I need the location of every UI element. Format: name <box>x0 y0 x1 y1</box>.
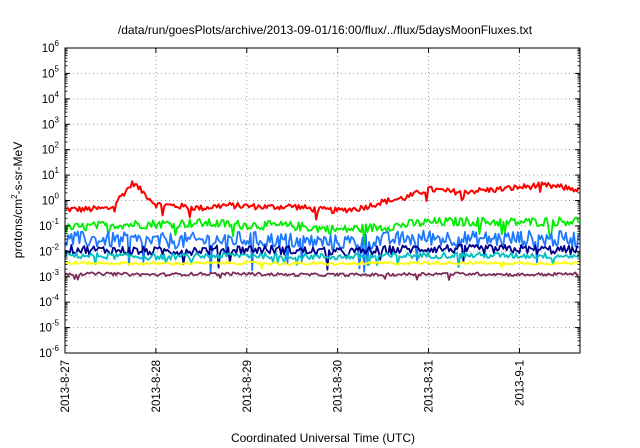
x-tick-label: 2013-8-30 <box>333 360 345 412</box>
y-tick-exponent: -5 <box>52 319 60 328</box>
y-tick-base: 10 <box>39 272 52 284</box>
y-tick-label: 106 <box>42 39 60 55</box>
x-tick-label: 2013-8-28 <box>151 360 163 412</box>
series-line <box>64 180 580 221</box>
plot-frame <box>64 47 581 354</box>
series-line <box>64 229 580 274</box>
x-tick-label: 2013-9-1 <box>514 360 526 406</box>
y-tick-label: 10-6 <box>39 344 59 360</box>
y-tick-base: 10 <box>39 297 52 309</box>
y-tick-base: 10 <box>42 68 55 80</box>
y-tick-exponent: -4 <box>52 293 60 302</box>
y-tick-label: 10-2 <box>39 242 59 258</box>
series-line <box>64 243 579 271</box>
grid-lines <box>65 48 580 353</box>
y-tick-base: 10 <box>42 119 55 131</box>
y-tick-base: 10 <box>39 221 52 233</box>
y-axis-label-rest: -s-sr-MeV <box>11 142 25 195</box>
y-tick-base: 10 <box>42 43 55 55</box>
y-tick-exponent: 6 <box>55 39 60 48</box>
series-line <box>64 271 580 281</box>
y-tick-base: 10 <box>42 145 55 157</box>
y-tick-exponent: -1 <box>52 217 60 226</box>
y-tick-exponent: -3 <box>52 268 60 277</box>
y-tick-label: 10-5 <box>39 319 59 335</box>
x-axis-label: Coordinated Universal Time (UTC) <box>231 431 415 445</box>
series-line <box>64 260 580 270</box>
y-tick-label: 102 <box>42 141 60 157</box>
y-tick-label: 101 <box>42 166 60 182</box>
series-line <box>64 216 580 246</box>
axis-ticks <box>64 47 580 354</box>
y-tick-exponent: 1 <box>55 166 60 175</box>
y-tick-exponent: 4 <box>55 90 60 99</box>
y-tick-label: 104 <box>42 90 60 106</box>
x-tick-labels: 2013-8-27 2013-8-28 2013-8-29 2013-8-30 2013… <box>60 360 526 412</box>
x-tick-label: 2013-8-31 <box>424 360 436 412</box>
y-tick-base: 10 <box>42 170 55 182</box>
y-tick-base: 10 <box>39 323 52 335</box>
y-tick-exponent: 2 <box>55 141 60 150</box>
y-tick-label: 10-3 <box>39 268 59 284</box>
y-tick-base: 10 <box>39 246 52 258</box>
y-tick-label: 10-4 <box>39 293 59 309</box>
series-layer <box>64 180 580 281</box>
y-axis-label-sup: 2 <box>10 194 19 199</box>
y-tick-exponent: 3 <box>55 115 60 124</box>
series-line <box>64 251 580 269</box>
y-axis-label: protons/cm2-s-sr-MeV <box>10 142 25 258</box>
y-tick-label: 10-1 <box>39 217 59 233</box>
chart-title: /data/run/goesPlots/archive/2013-09-01/1… <box>118 23 533 37</box>
y-tick-label: 105 <box>42 64 60 80</box>
y-tick-label: 103 <box>42 115 60 131</box>
y-tick-base: 10 <box>42 196 55 208</box>
y-tick-exponent: 5 <box>55 64 60 73</box>
y-tick-exponent: -2 <box>52 242 60 251</box>
y-tick-exponent: 0 <box>55 192 60 201</box>
y-tick-exponent: -6 <box>52 344 60 353</box>
y-tick-base: 10 <box>42 94 55 106</box>
y-axis-label-main: protons/cm <box>11 199 25 258</box>
y-tick-label: 100 <box>42 192 60 208</box>
x-tick-label: 2013-8-27 <box>60 360 72 412</box>
x-tick-label: 2013-8-29 <box>242 360 254 412</box>
y-tick-base: 10 <box>39 348 52 360</box>
y-tick-labels: 10610510410310210110010-110-210-310-410-… <box>39 39 59 360</box>
